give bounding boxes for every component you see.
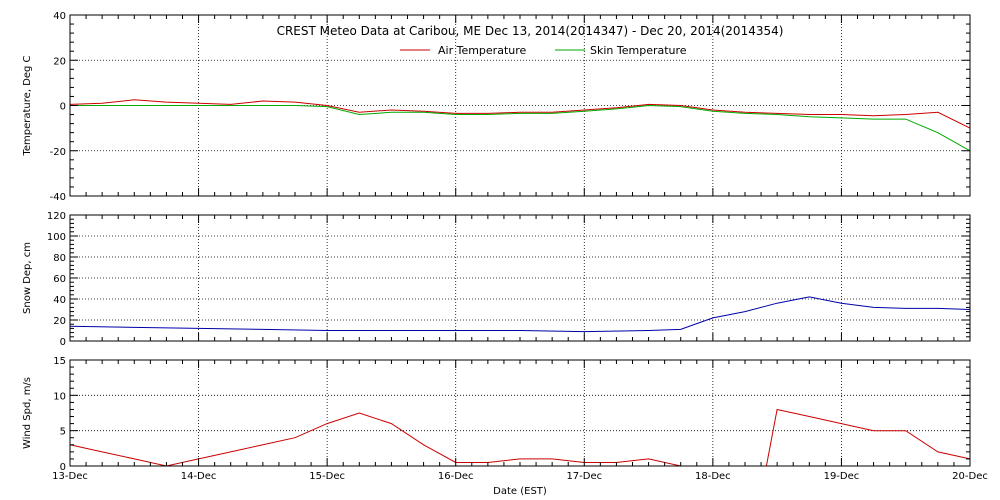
ytick-label-p1-2: 40 [53,295,66,306]
grid-layer [70,15,970,466]
ytick-label-p0-2: 0 [60,102,66,113]
series-line-p1-s0 [69,296,971,333]
ytick-label-p0-0: -40 [50,192,66,203]
xtick-label-5: 18-Dec [695,471,731,482]
ytick-label-p1-6: 120 [47,211,66,222]
ytick-label-p1-4: 80 [53,253,66,264]
ytick-label-p1-5: 100 [47,232,66,243]
xtick-label-0: 13-Dec [52,471,88,482]
xtick-label-2: 15-Dec [309,471,345,482]
series-line-p2-s0 [69,408,971,467]
xtick-label-3: 16-Dec [438,471,474,482]
ytick-label-p2-3: 15 [53,356,66,367]
legend-skin-label: Skin Temperature [590,44,687,57]
ytick-label-p0-4: 40 [53,11,66,22]
xtick-label-1: 14-Dec [181,471,217,482]
x-axis-label: Date (EST) [493,486,547,497]
ytick-label-p1-3: 60 [53,274,66,285]
label-layer: -40 -20 0 20 40 Temperature, Deg C 0 20 40 60 80 10… [22,11,988,482]
series-layer [69,99,971,467]
y-axis-label-p0: Temperature, Deg C [22,55,33,156]
frame-layer [69,14,971,467]
ytick-label-p0-3: 20 [53,56,66,67]
xtick-label-6: 19-Dec [824,471,860,482]
ytick-label-p2-1: 5 [60,427,66,438]
ytick-label-p1-1: 20 [53,316,66,327]
chart-title: CREST Meteo Data at Caribou, ME Dec 13, … [277,24,784,38]
ytick-label-p2-2: 10 [53,391,66,402]
xtick-label-7: 20-Dec [952,471,988,482]
ytick-label-p0-1: -20 [50,147,66,158]
xtick-label-4: 17-Dec [566,471,602,482]
legend: Air Temperature Skin Temperature [400,44,687,57]
series-line-p0-s1 [70,104,971,152]
ytick-label-p1-0: 0 [60,337,66,348]
legend-air-label: Air Temperature [438,44,527,57]
panel-frame-2 [69,359,971,467]
tick-layer [69,14,971,467]
ytick-label-p2-0: 0 [60,462,66,473]
y-axis-label-p2: Wind Spd, m/s [22,377,33,449]
y-axis-label-p1: Snow Dep, cm [22,242,33,314]
series-line-p0-s0 [69,99,971,129]
